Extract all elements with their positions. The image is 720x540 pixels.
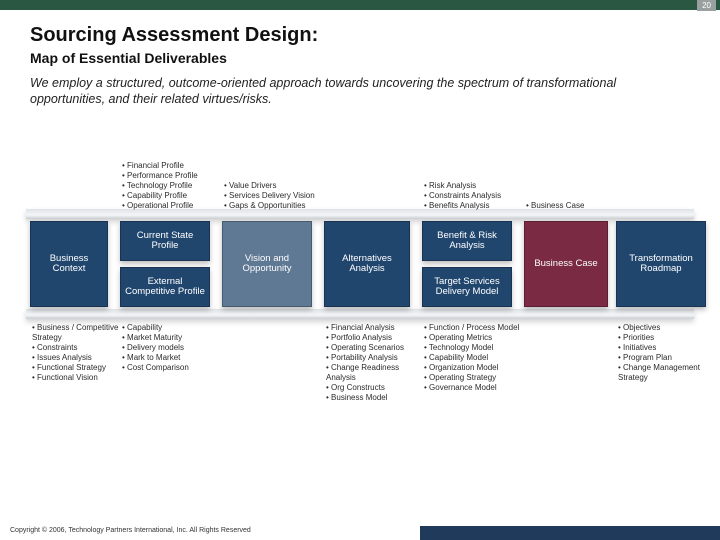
diagram-column: Business CaseBusiness Case — [524, 115, 608, 475]
bullet-item: Functional Strategy — [32, 363, 120, 373]
bullet-item: Change Readiness Analysis — [326, 363, 422, 383]
intro-text: We employ a structured, outcome-oriented… — [0, 72, 720, 115]
bullet-item: Operating Scenarios — [326, 343, 422, 353]
bullet-list-bottom: Business / Competitive StrategyConstrain… — [32, 323, 120, 383]
bullet-item: Cost Comparison — [122, 363, 222, 373]
topbar — [0, 0, 720, 10]
diagram-column: Transformation RoadmapObjectivesPrioriti… — [616, 115, 706, 475]
bullet-list-bottom: Financial AnalysisPortfolio AnalysisOper… — [326, 323, 422, 403]
bullet-item: Program Plan — [618, 353, 718, 363]
bullet-item: Business / Competitive Strategy — [32, 323, 120, 343]
diagram-box: Vision and Opportunity — [222, 221, 312, 307]
bullet-item: Risk Analysis — [424, 181, 524, 191]
bullet-item: Services Delivery Vision — [224, 191, 324, 201]
bullet-list-top: Value DriversServices Delivery VisionGap… — [224, 181, 324, 211]
diagram-column: Current State Profile External Competitiv… — [120, 115, 210, 475]
bullet-item: Delivery models — [122, 343, 222, 353]
bullet-item: Financial Analysis — [326, 323, 422, 333]
copyright: Copyright © 2006, Technology Partners In… — [10, 527, 251, 534]
bullet-item: Organization Model — [424, 363, 524, 373]
bullet-list-top: Business Case — [526, 201, 620, 211]
bullet-list-top: Risk AnalysisConstraints AnalysisBenefit… — [424, 181, 524, 211]
bullet-item: Business Case — [526, 201, 620, 211]
bullet-item: Financial Profile — [122, 161, 222, 171]
bullet-item: Operating Strategy — [424, 373, 524, 383]
page-subtitle: Map of Essential Deliverables — [30, 50, 690, 66]
bullet-item: Capability — [122, 323, 222, 333]
diagram-column: Vision and OpportunityValue DriversServi… — [222, 115, 312, 475]
diagram-box: Benefit & Risk Analysis — [422, 221, 512, 261]
bullet-list-bottom: Function / Process ModelOperating Metric… — [424, 323, 524, 393]
bullet-item: Functional Vision — [32, 373, 120, 383]
bullet-item: Portfolio Analysis — [326, 333, 422, 343]
bullet-item: Initiatives — [618, 343, 718, 353]
bullet-list-bottom: ObjectivesPrioritiesInitiativesProgram P… — [618, 323, 718, 383]
header: Sourcing Assessment Design: Map of Essen… — [0, 10, 720, 72]
bullet-item: Governance Model — [424, 383, 524, 393]
diagram-column: Business ContextBusiness / Competitive S… — [30, 115, 108, 475]
page-number: 20 — [697, 0, 716, 11]
bullet-list-bottom: CapabilityMarket MaturityDelivery models… — [122, 323, 222, 373]
bullet-item: Capability Profile — [122, 191, 222, 201]
diagram-column: Alternatives AnalysisFinancial AnalysisP… — [324, 115, 410, 475]
footer: Copyright © 2006, Technology Partners In… — [0, 518, 720, 540]
bullet-item: Business Model — [326, 393, 422, 403]
diagram-box: Current State Profile — [120, 221, 210, 261]
diagram-column: Benefit & Risk Analysis Target Services D… — [422, 115, 512, 475]
page-title: Sourcing Assessment Design: — [30, 24, 690, 47]
diagram-box: Business Context — [30, 221, 108, 307]
bullet-item: Priorities — [618, 333, 718, 343]
bullet-item: Change Management Strategy — [618, 363, 718, 383]
bullet-item: Constraints Analysis — [424, 191, 524, 201]
bullet-item: Technology Profile — [122, 181, 222, 191]
bullet-item: Function / Process Model — [424, 323, 524, 333]
bullet-item: Value Drivers — [224, 181, 324, 191]
diagram-box: External Competitive Profile — [120, 267, 210, 307]
bullet-item: Portability Analysis — [326, 353, 422, 363]
bullet-item: Market Maturity — [122, 333, 222, 343]
bullet-item: Capability Model — [424, 353, 524, 363]
bullet-item: Issues Analysis — [32, 353, 120, 363]
deliverables-diagram: Business Context Business / Competitive S… — [20, 115, 700, 475]
bullet-item: Objectives — [618, 323, 718, 333]
bullet-list-top: Financial ProfilePerformance ProfileTech… — [122, 161, 222, 211]
bullet-item: Operating Metrics — [424, 333, 524, 343]
diagram-box: Business Case — [524, 221, 608, 307]
bullet-item: Benefits Analysis — [424, 201, 524, 211]
bullet-item: Performance Profile — [122, 171, 222, 181]
bullet-item: Constraints — [32, 343, 120, 353]
bullet-item: Gaps & Opportunities — [224, 201, 324, 211]
beam-bottom — [26, 309, 694, 319]
diagram-box: Alternatives Analysis — [324, 221, 410, 307]
bullet-item: Technology Model — [424, 343, 524, 353]
bullet-item: Org Constructs — [326, 383, 422, 393]
diagram-box: Transformation Roadmap — [616, 221, 706, 307]
footer-bar — [420, 526, 720, 540]
diagram-box: Target Services Delivery Model — [422, 267, 512, 307]
bullet-item: Mark to Market — [122, 353, 222, 363]
bullet-item: Operational Profile — [122, 201, 222, 211]
